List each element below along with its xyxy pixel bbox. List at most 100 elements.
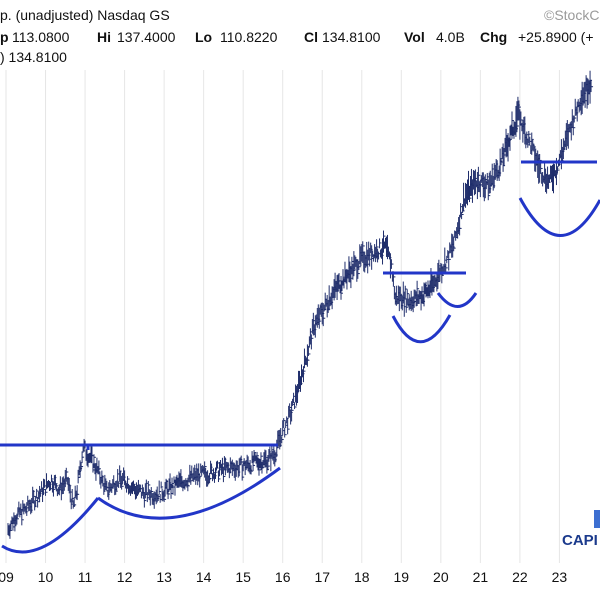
cup-arc-1 (1, 497, 100, 554)
x-tick-label-14: 14 (196, 569, 212, 585)
price-bar (54, 474, 58, 489)
x-tick-label-21: 21 (473, 569, 489, 585)
cup-arc-3 (391, 314, 452, 344)
price-bar (121, 475, 124, 490)
price-bar (204, 461, 207, 478)
ohlc-value-open: 113.0800 (12, 29, 70, 45)
resistance-line-1 (0, 443, 278, 450)
price-bar (294, 402, 297, 410)
price-bar (539, 153, 542, 183)
ohlc-key-close: Cl (304, 29, 318, 45)
price-bar (81, 451, 85, 464)
ohlc-value-high: 137.4000 (117, 29, 176, 45)
price-bar (76, 485, 80, 501)
x-tick-label-23: 23 (552, 569, 568, 585)
price-bar (171, 477, 175, 489)
price-bar (287, 418, 290, 435)
price-bar (250, 465, 254, 475)
price-bar (253, 449, 257, 463)
price-bar (390, 259, 394, 269)
price-bar (511, 111, 514, 139)
price-bar (199, 473, 202, 488)
price-bar (448, 250, 451, 271)
ohlc-key-open: p (0, 29, 9, 45)
price-bar (256, 451, 260, 468)
price-bar (93, 454, 96, 469)
price-bar (573, 115, 577, 123)
price-bar (528, 130, 531, 144)
price-bar (55, 483, 59, 492)
price-bar (73, 496, 77, 507)
cup-pattern-annotations (0, 160, 600, 554)
price-bar (353, 251, 356, 277)
price-bar (540, 162, 543, 174)
price-bar (215, 467, 218, 479)
price-bar (404, 285, 408, 300)
watermark-text: CAPI (562, 532, 598, 549)
price-bar (267, 455, 270, 471)
price-bar (52, 481, 56, 497)
cup-arc-2 (97, 466, 281, 520)
price-bar (509, 125, 513, 151)
x-tick-label-09: 09 (0, 569, 14, 585)
price-bar (518, 100, 521, 121)
price-bar (158, 480, 162, 495)
price-bar (310, 334, 314, 350)
price-bar (238, 458, 242, 477)
price-bar (9, 523, 12, 539)
ohlc-value-low: 110.8220 (220, 29, 278, 45)
price-bar (459, 214, 462, 236)
price-bar (286, 416, 289, 424)
price-bar (21, 509, 24, 526)
x-tick-label-10: 10 (38, 569, 54, 585)
x-tick-label-13: 13 (156, 569, 172, 585)
cup-arc-4 (436, 292, 478, 308)
price-bar (132, 480, 136, 492)
ohlc-readout: p 113.0800 Hi 137.4000 Lo 110.8220 Cl 13… (0, 29, 594, 45)
price-bar (280, 428, 283, 447)
price-bar (241, 464, 245, 481)
price-bar (147, 480, 151, 496)
price-bar (45, 488, 48, 496)
x-tick-label-22: 22 (512, 569, 528, 585)
price-bar (556, 166, 560, 174)
x-tick-label-15: 15 (235, 569, 251, 585)
price-legend-label: ) 134.8100 (0, 49, 67, 65)
price-bar (322, 303, 326, 327)
price-bar (283, 418, 286, 428)
x-axis: 09 10 11 12 13 14 15 16 17 18 19 20 21 22 23 (0, 569, 567, 585)
price-bar (340, 275, 344, 300)
price-bar (406, 289, 410, 306)
price-bar (362, 241, 365, 263)
ohlc-value-close: 134.8100 (322, 29, 381, 45)
price-bar (306, 344, 310, 367)
x-tick-label-20: 20 (433, 569, 449, 585)
price-bar (516, 101, 519, 133)
price-bar (68, 478, 72, 494)
price-bar (590, 79, 594, 93)
price-bar (477, 166, 481, 193)
price-bar (50, 474, 54, 483)
price-bar (302, 366, 306, 383)
ohlc-key-change: Chg (480, 29, 507, 45)
price-bar (487, 179, 491, 201)
price-bar (65, 467, 69, 482)
price-bar (187, 477, 190, 492)
watermark-mark (594, 510, 600, 528)
x-tick-label-18: 18 (354, 569, 370, 585)
price-bar (16, 513, 19, 525)
price-bar (358, 260, 361, 271)
price-bar (209, 472, 212, 484)
price-bar (80, 462, 84, 471)
price-bar (376, 239, 379, 259)
price-bar (416, 280, 420, 307)
cup-arc-5 (518, 197, 600, 237)
ohlc-key-low: Lo (195, 29, 212, 45)
price-bar (36, 488, 39, 499)
source-label: ©StockC (544, 7, 599, 23)
grid-lines (5, 70, 560, 563)
price-bar (291, 401, 294, 422)
price-bar (281, 436, 284, 444)
price-bar (284, 427, 287, 438)
